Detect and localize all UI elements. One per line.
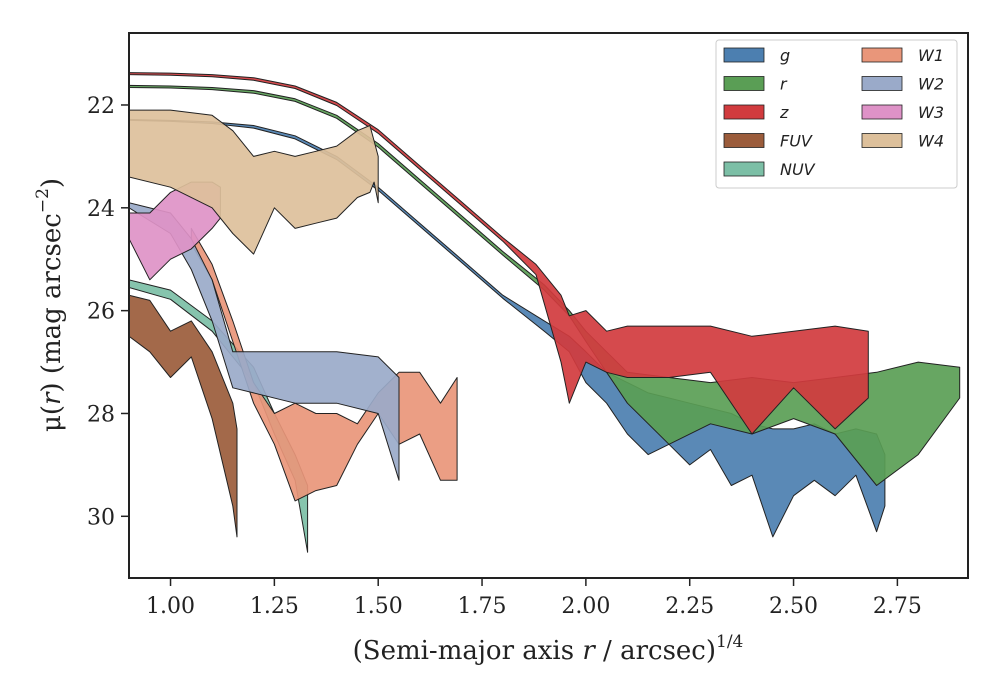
x-tick-label: 2.75 [873, 594, 922, 619]
band-g [129, 118, 886, 538]
legend-swatch-z [723, 104, 765, 120]
plot-frame [128, 32, 969, 579]
y-tick-label: 30 [87, 505, 115, 530]
legend-label-w2: W2 [918, 75, 944, 94]
band-w2 [129, 202, 400, 481]
x-tick-label: 2.50 [769, 594, 818, 619]
legend-label-w3: W3 [918, 103, 944, 122]
legend-swatch-nuv [723, 161, 765, 177]
band-w4 [129, 109, 379, 255]
legend-label-w4: W4 [918, 132, 944, 151]
legend-label-nuv: NUV [780, 160, 816, 179]
legend-label-g: g [780, 46, 790, 65]
y-axis-title: μ(r) (mag arcsec−2) [33, 178, 67, 432]
y-axis: 22 24 26 28 30 [87, 94, 129, 530]
band-z [129, 72, 869, 435]
legend-swatch-r [723, 76, 765, 91]
legend-swatch-w4 [861, 133, 903, 148]
x-tick-label: 2.00 [561, 594, 610, 619]
legend-label-w1: W1 [918, 46, 944, 65]
x-tick-label: 1.00 [146, 594, 195, 619]
legend-swatch-fuv [723, 133, 765, 148]
series-bands [129, 72, 961, 553]
legend-swatch-g [723, 47, 765, 63]
y-tick-label: 28 [87, 402, 115, 427]
legend-swatch-w2 [861, 76, 903, 91]
y-tick-label: 24 [87, 197, 115, 222]
x-tick-label: 2.25 [665, 594, 714, 619]
band-fuv [129, 294, 238, 538]
legend-label-r: r [780, 75, 788, 94]
x-tick-label: 1.75 [458, 594, 507, 619]
x-axis: 1.00 1.25 1.50 1.75 2.00 2.25 2.50 2.75 [146, 578, 922, 619]
legend-swatch-w3 [861, 104, 903, 120]
legend-label-z: z [779, 103, 789, 122]
legend-label-fuv: FUV [780, 132, 813, 151]
legend-swatch-w1 [861, 47, 903, 63]
y-tick-label: 26 [87, 300, 115, 325]
y-tick-label: 22 [87, 94, 115, 119]
x-axis-title: (Semi-major axis r / arcsec)1/4 [353, 632, 744, 666]
x-tick-label: 1.50 [354, 594, 403, 619]
legend: grz FUV NUV W1 W2 W3 W4 [715, 39, 958, 189]
x-tick-label: 1.25 [250, 594, 299, 619]
